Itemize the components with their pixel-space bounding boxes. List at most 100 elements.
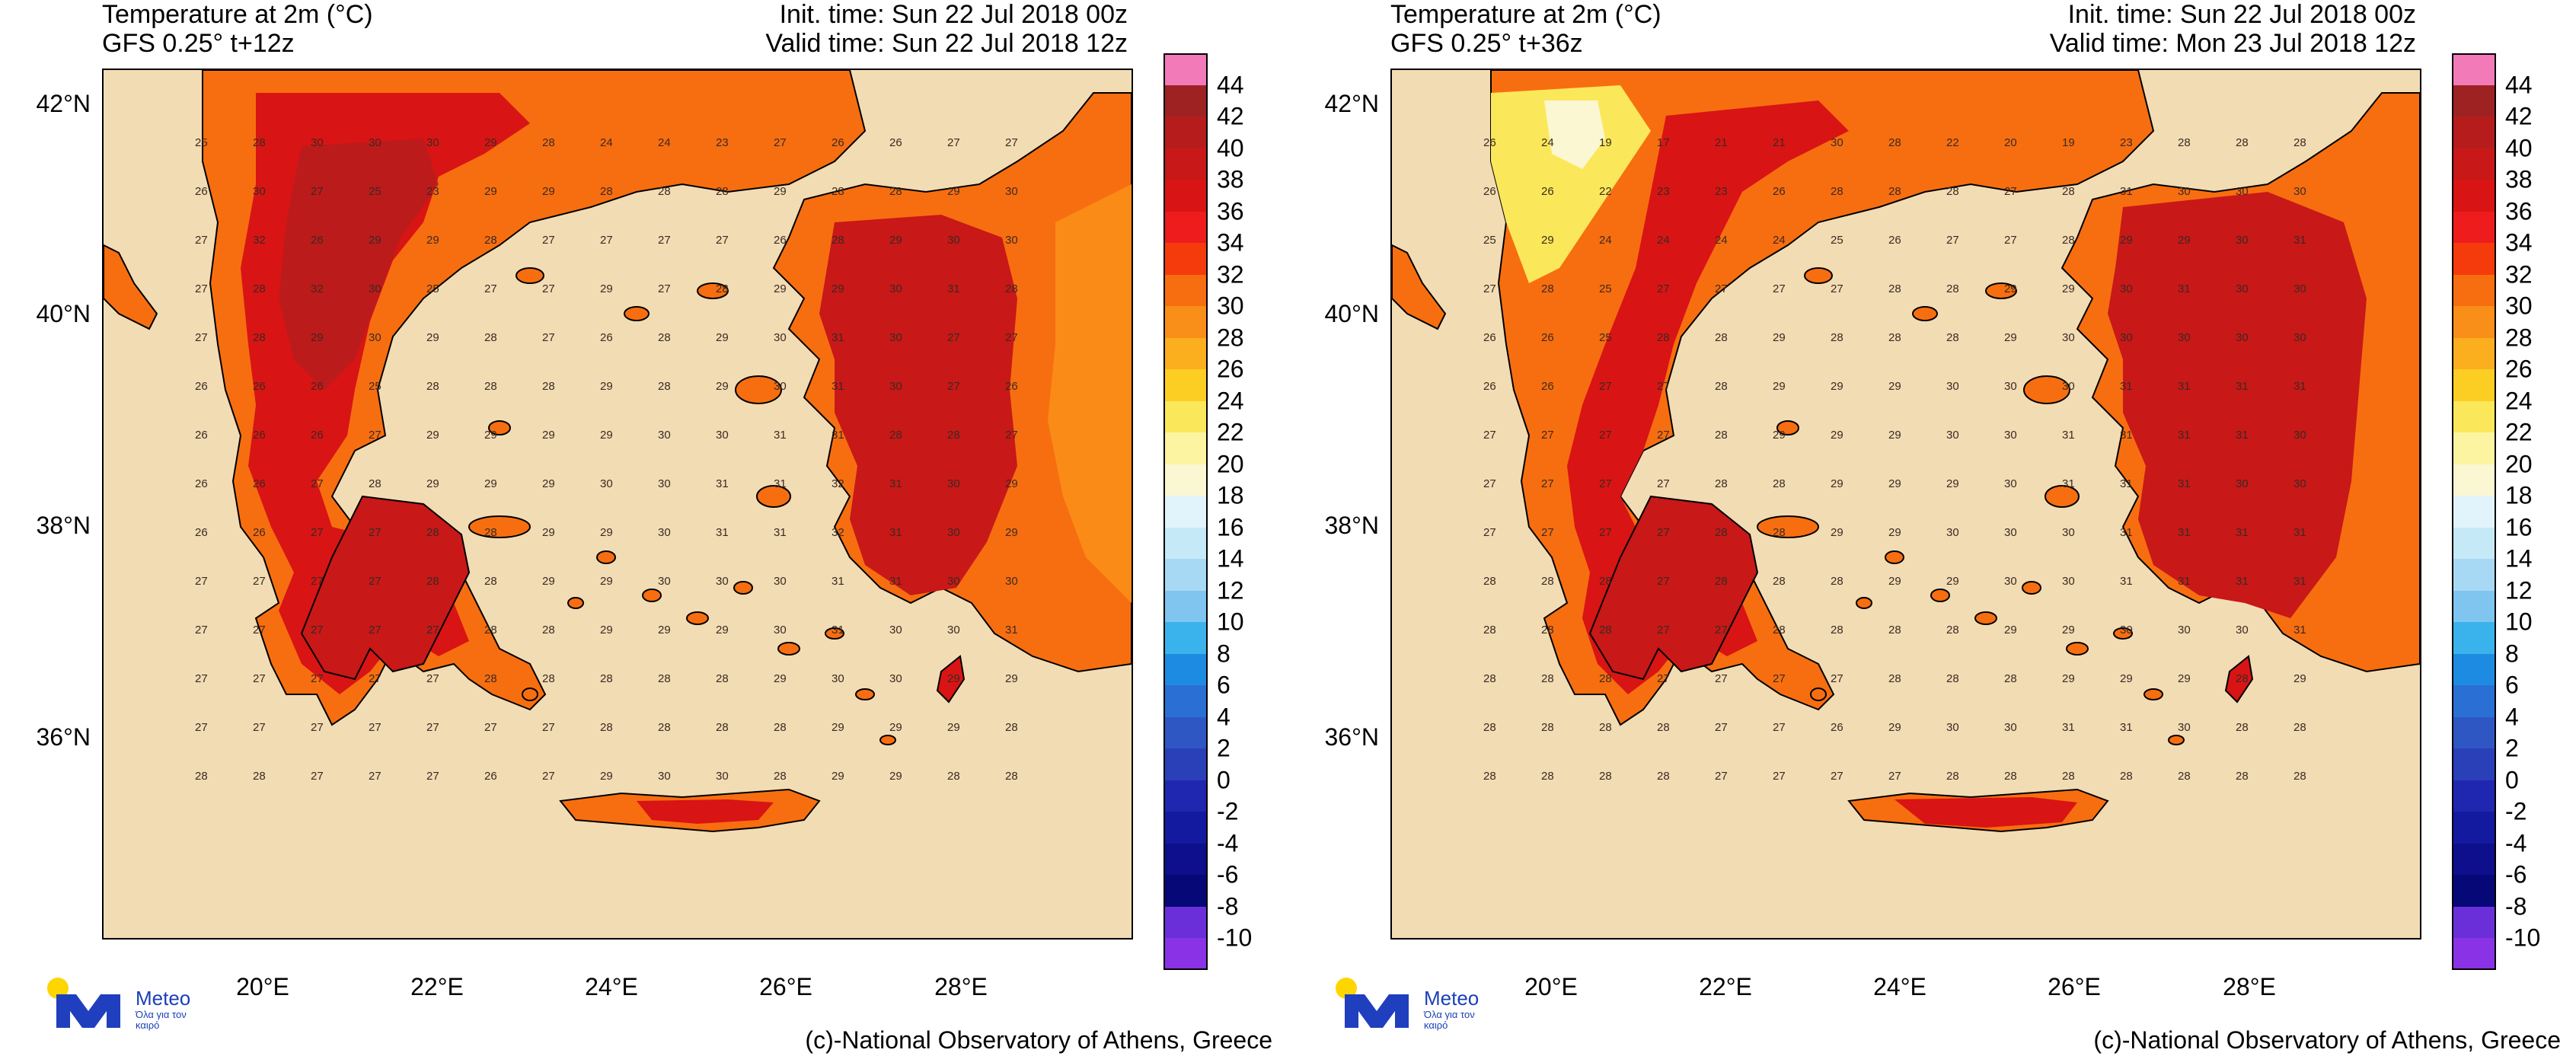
grid-value: 30 bbox=[2178, 721, 2191, 734]
grid-value: 27 bbox=[1773, 770, 1786, 783]
lon-label-24: 24°E bbox=[585, 973, 638, 1000]
colorbar-swatch bbox=[1164, 843, 1208, 876]
grid-value: 30 bbox=[2004, 477, 2017, 490]
lat-label-38: 38°N bbox=[36, 512, 91, 539]
grid-value: 32 bbox=[832, 477, 844, 490]
grid-value: 28 bbox=[1773, 624, 1786, 636]
grid-value: 31 bbox=[2178, 282, 2191, 295]
grid-value: 30 bbox=[1005, 185, 1018, 198]
grid-value: 28 bbox=[484, 526, 497, 539]
grid-value: 19 bbox=[2062, 136, 2075, 149]
grid-value: 21 bbox=[1715, 136, 1728, 149]
grid-value: 27 bbox=[1888, 770, 1901, 783]
init-time: Init. time: Sun 22 Jul 2018 00z bbox=[779, 0, 1128, 29]
grid-value: 30 bbox=[889, 282, 902, 295]
colorbar-label: 26 bbox=[2505, 355, 2533, 383]
colorbar-label: 16 bbox=[2505, 513, 2533, 541]
model-label: GFS 0.25° t+36z bbox=[1390, 29, 1583, 58]
colorbar-label: 38 bbox=[2505, 165, 2533, 193]
grid-value: 30 bbox=[2004, 429, 2017, 442]
colorbar-label: 32 bbox=[2505, 260, 2533, 288]
grid-value: 32 bbox=[253, 234, 266, 247]
lat-label-42: 42°N bbox=[36, 90, 91, 117]
colorbar-swatch bbox=[1164, 148, 1208, 180]
colorbar-swatch bbox=[2452, 85, 2496, 117]
grid-value: 31 bbox=[2294, 575, 2306, 588]
grid-value: 31 bbox=[2120, 429, 2133, 442]
grid-value: 28 bbox=[253, 770, 266, 783]
grid-value: 30 bbox=[2178, 185, 2191, 198]
grid-value: 28 bbox=[1541, 624, 1554, 636]
grid-value: 29 bbox=[716, 624, 729, 636]
colorbar-label: 38 bbox=[1217, 165, 1244, 193]
lat-label-36: 36°N bbox=[1324, 723, 1380, 751]
grid-value: 28 bbox=[542, 672, 555, 685]
colorbar-swatch bbox=[2452, 243, 2496, 275]
grid-value: 28 bbox=[2004, 770, 2017, 783]
grid-value: 30 bbox=[2178, 331, 2191, 344]
colorbar-swatch bbox=[2452, 938, 2496, 970]
grid-value: 28 bbox=[1888, 672, 1901, 685]
brand-name: Meteo bbox=[136, 987, 191, 1010]
grid-value: 26 bbox=[1541, 331, 1554, 344]
grid-value: 30 bbox=[2236, 331, 2249, 344]
grid-value: 30 bbox=[2120, 624, 2133, 636]
peloponnese bbox=[300, 495, 471, 681]
colorbar-label: 14 bbox=[2505, 544, 2533, 573]
grid-value: 25 bbox=[1483, 234, 1496, 247]
rhodes-island bbox=[936, 655, 966, 703]
grid-value: 30 bbox=[2004, 721, 2017, 734]
grid-value: 27 bbox=[1599, 429, 1612, 442]
lon-label-28: 28°E bbox=[934, 973, 988, 1000]
grid-value: 27 bbox=[1773, 672, 1786, 685]
grid-value: 31 bbox=[774, 526, 787, 539]
grid-value: 28 bbox=[716, 282, 729, 295]
grid-value: 30 bbox=[1005, 575, 1018, 588]
grid-value: 27 bbox=[1657, 575, 1670, 588]
grid-value: 28 bbox=[1946, 185, 1959, 198]
grid-value: 27 bbox=[658, 234, 671, 247]
temperature-map: 26 24 19 17 21 21 30 28 22 20 19 23 28 28 28 26 26 22 23 23… bbox=[1390, 69, 2421, 940]
grid-value: 29 bbox=[484, 477, 497, 490]
grid-value: 28 bbox=[1657, 721, 1670, 734]
colorbar-label: -10 bbox=[1217, 924, 1253, 952]
colorbar-swatch bbox=[2452, 812, 2496, 844]
grid-value: 29 bbox=[2062, 672, 2075, 685]
grid-value: 26 bbox=[1773, 185, 1786, 198]
grid-value: 28 bbox=[2120, 770, 2133, 783]
grid-value: 29 bbox=[2004, 282, 2017, 295]
grid-value: 29 bbox=[426, 429, 439, 442]
colorbar-swatch bbox=[2452, 274, 2496, 307]
colorbar-swatch bbox=[2452, 685, 2496, 717]
grid-value: 27 bbox=[1483, 282, 1496, 295]
grid-value: 29 bbox=[889, 234, 902, 247]
grid-value: 27 bbox=[311, 575, 324, 588]
colorbar-label: 30 bbox=[1217, 292, 1244, 320]
grid-value: 29 bbox=[600, 380, 613, 393]
grid-value: 26 bbox=[832, 136, 844, 149]
grid-value: 30 bbox=[2062, 575, 2075, 588]
colorbar-label: 12 bbox=[1217, 576, 1244, 604]
colorbar-swatch bbox=[1164, 685, 1208, 717]
grid-value: 32 bbox=[311, 282, 324, 295]
map-title: Temperature at 2m (°C) bbox=[102, 0, 373, 29]
colorbar-label: 10 bbox=[1217, 608, 1244, 636]
grid-value: 28 bbox=[658, 331, 671, 344]
grid-value: 27 bbox=[1715, 721, 1728, 734]
grid-value: 30 bbox=[774, 380, 787, 393]
grid-value: 28 bbox=[2294, 721, 2306, 734]
grid-value: 28 bbox=[1005, 721, 1018, 734]
colorbar-label: 18 bbox=[1217, 481, 1244, 509]
grid-value: 27 bbox=[311, 185, 324, 198]
colorbar-label: 4 bbox=[2505, 703, 2519, 730]
colorbar-swatch bbox=[2452, 748, 2496, 780]
grid-value: 28 bbox=[1831, 331, 1843, 344]
grid-value: 29 bbox=[2294, 672, 2306, 685]
meteo-logo bbox=[47, 978, 120, 1028]
grid-value: 31 bbox=[774, 477, 787, 490]
grid-value: 26 bbox=[253, 526, 266, 539]
grid-value: 23 bbox=[426, 185, 439, 198]
grid-value: 30 bbox=[2178, 624, 2191, 636]
grid-value: 30 bbox=[2294, 185, 2306, 198]
grid-value: 27 bbox=[195, 282, 208, 295]
